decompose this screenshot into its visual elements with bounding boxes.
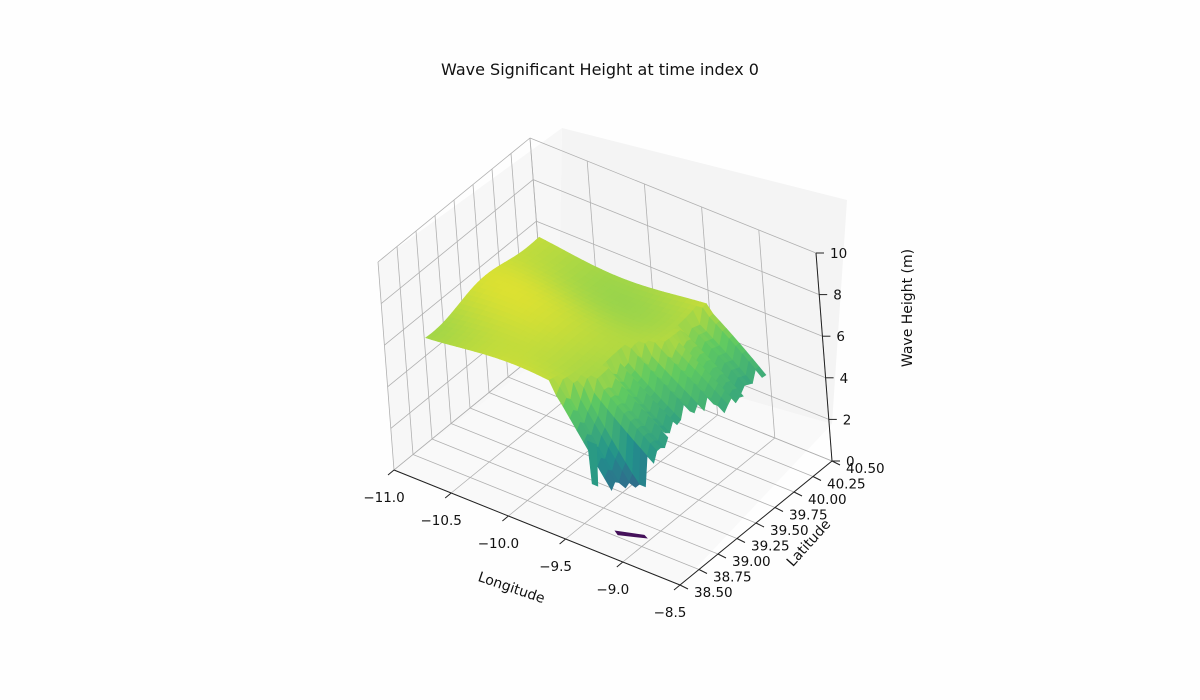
- x-tick-label: −10.5: [421, 513, 462, 529]
- surface-patch: [697, 389, 708, 412]
- tick-marks: [387, 252, 841, 591]
- y-tick: [679, 584, 689, 590]
- x-tick: [559, 538, 566, 545]
- y-tick-label: 39.25: [751, 539, 790, 555]
- y-tick: [793, 491, 803, 497]
- floor-grid-line: [431, 438, 719, 555]
- x-tick: [616, 561, 624, 568]
- z-tick-label: 6: [836, 329, 845, 345]
- left-grid-line: [434, 215, 452, 424]
- y-tick-label: 39.75: [789, 508, 828, 524]
- surface-patch: [618, 470, 630, 489]
- y-tick: [774, 507, 784, 512]
- back-grid-line: [536, 220, 823, 337]
- z-tick-label: 8: [833, 288, 842, 304]
- left-grid-line: [396, 246, 414, 455]
- left-grid-line: [384, 220, 537, 346]
- left-grid-line: [377, 261, 395, 471]
- surface-patch: [646, 443, 658, 464]
- surface-low-patch: [614, 530, 648, 539]
- left-grid-line: [380, 179, 534, 304]
- z-axis-label: Wave Height (m): [900, 249, 916, 367]
- y-tick-label: 39.50: [770, 523, 809, 539]
- surface-patch: [628, 473, 640, 488]
- x-tick: [502, 515, 509, 522]
- x-tick: [387, 469, 395, 476]
- x-tick: [444, 492, 452, 499]
- back-grid-line: [529, 137, 817, 254]
- surface-patch: [717, 397, 729, 414]
- surface-patch: [755, 366, 767, 378]
- surface-patch: [706, 396, 719, 406]
- y-tick-label: 40.00: [808, 492, 847, 508]
- x-tick-label: −10.0: [478, 536, 519, 552]
- z-tick-label: 10: [830, 246, 847, 262]
- z-tick-label: 4: [840, 371, 849, 387]
- wave-surface: [425, 236, 767, 539]
- surface-spike: [587, 440, 599, 487]
- floor-grid-line: [412, 454, 700, 570]
- back-grid-line: [758, 229, 776, 439]
- z-tick-label: 0: [846, 454, 855, 470]
- z-tick-label: 2: [843, 412, 852, 428]
- surface-patch: [638, 447, 648, 488]
- y-tick: [755, 522, 765, 528]
- x-tick-label: −9.0: [596, 582, 629, 598]
- y-tick-label: 38.50: [694, 585, 733, 601]
- surface-patch: [683, 404, 695, 414]
- left-grid-line: [377, 137, 531, 263]
- x-tick-label: −11.0: [363, 490, 404, 506]
- y-tick: [831, 460, 841, 466]
- y-tick-label: 40.50: [846, 461, 885, 477]
- left-grid-line: [415, 230, 433, 440]
- y-tick-label: 38.75: [713, 570, 752, 586]
- y-tick: [812, 476, 822, 481]
- x-axis-line: [393, 469, 681, 586]
- tick-labels: −11.0−10.5−10.0−9.5−9.0−8.538.5038.7539.…: [363, 246, 884, 621]
- surface-patch: [604, 469, 616, 491]
- z-axis-line: [815, 252, 833, 462]
- y-tick-label: 40.25: [827, 477, 866, 493]
- x-tick-label: −9.5: [539, 559, 572, 575]
- x-tick: [673, 584, 681, 591]
- y-tick: [736, 538, 746, 543]
- x-tick-label: −8.5: [654, 605, 687, 621]
- back-grid-line: [533, 179, 820, 295]
- y-tick: [698, 569, 708, 574]
- x-axis-label: Longitude: [476, 569, 547, 607]
- chart-title: Wave Significant Height at time index 0: [441, 60, 759, 79]
- y-tick: [717, 553, 727, 559]
- y-tick-label: 39.00: [732, 554, 771, 570]
